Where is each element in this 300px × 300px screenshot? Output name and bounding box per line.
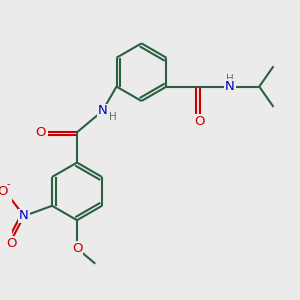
Text: H: H [226,74,234,83]
Text: O: O [72,242,82,255]
Text: O: O [35,126,46,139]
Text: O: O [194,115,205,128]
Text: N: N [98,104,107,118]
Text: N: N [19,209,29,223]
Text: O: O [7,237,17,250]
Text: H: H [109,112,117,122]
Text: O: O [0,185,8,198]
Text: -: - [6,179,10,189]
Text: N: N [225,80,235,93]
